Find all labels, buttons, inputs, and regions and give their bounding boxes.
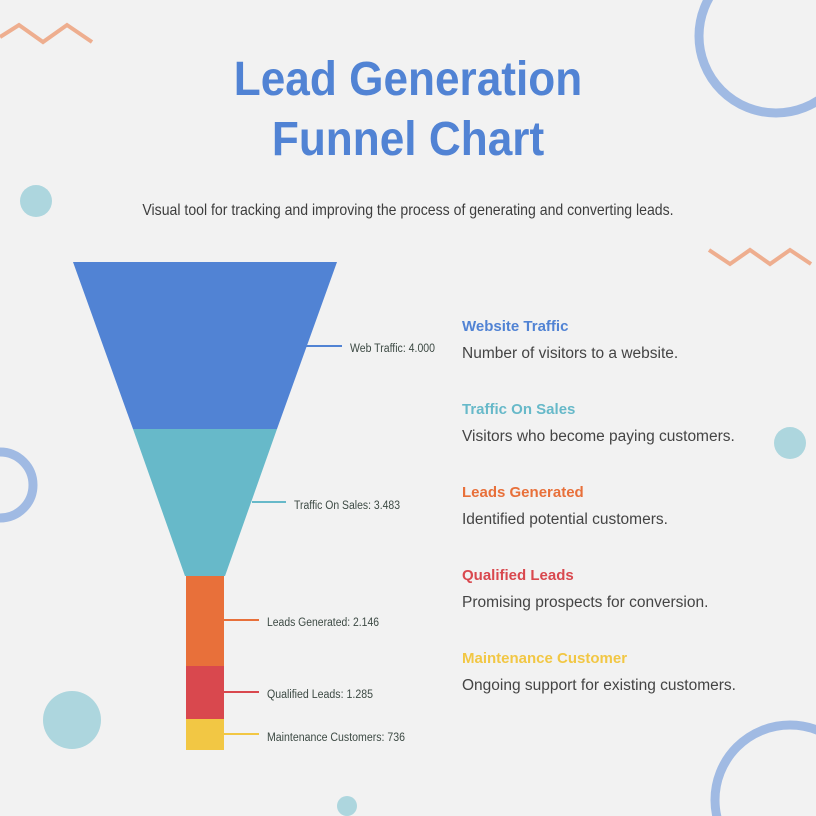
funnel-label-traffic-on-sales: Traffic On Sales: 3.483 [294, 500, 400, 512]
legend-title: Maintenance Customer [462, 650, 628, 667]
dot-bottom [337, 796, 357, 816]
dot-top-left [20, 185, 52, 217]
page-title: Lead Generation Funnel Chart [33, 50, 784, 170]
funnel-label-qualified-leads: Qualified Leads: 1.285 [267, 689, 373, 701]
legend-desc: Number of visitors to a website. [462, 345, 679, 362]
funnel-segment-maintenance-customers [186, 719, 224, 750]
legend-desc: Identified potential customers. [462, 511, 668, 528]
funnel-label-web-traffic: Web Traffic: 4.000 [350, 343, 435, 355]
funnel-segment-leads-generated [186, 576, 224, 666]
funnel-segment-qualified-leads [186, 666, 224, 719]
ring-left [0, 447, 38, 523]
legend-desc: Promising prospects for conversion. [462, 594, 709, 611]
dot-right [774, 427, 806, 459]
funnel-segment-web-traffic [73, 262, 337, 429]
legend-title: Traffic On Sales [462, 401, 576, 418]
funnel-label-maintenance: Maintenance Customers: 736 [267, 732, 405, 744]
title-line-1: Lead Generation [233, 53, 583, 106]
legend-title: Website Traffic [462, 318, 569, 335]
legend-desc: Ongoing support for existing customers. [462, 677, 736, 694]
funnel-segment-traffic-on-sales [133, 429, 277, 576]
legend-item-website-traffic: Website Traffic Number of visitors to a … [462, 318, 802, 401]
title-line-2: Funnel Chart [271, 113, 545, 166]
legend-title: Leads Generated [462, 484, 584, 501]
legend-item-leads-generated: Leads Generated Identified potential cus… [462, 484, 802, 567]
page-subtitle: Visual tool for tracking and improving t… [142, 202, 674, 219]
funnel-label-leads-generated: Leads Generated: 2.146 [267, 617, 379, 629]
legend-item-traffic-on-sales: Traffic On Sales Visitors who become pay… [462, 401, 802, 484]
zigzag-top-left [0, 22, 94, 45]
dot-bottom-left [43, 691, 101, 749]
legend-title: Qualified Leads [462, 567, 574, 584]
legend: Website Traffic Number of visitors to a … [462, 318, 802, 733]
legend-desc: Visitors who become paying customers. [462, 428, 735, 445]
ring-top-right [694, 0, 816, 118]
legend-item-maintenance-customer: Maintenance Customer Ongoing support for… [462, 650, 802, 733]
legend-item-qualified-leads: Qualified Leads Promising prospects for … [462, 567, 802, 650]
ring-bottom-right [710, 720, 816, 816]
zigzag-right [707, 247, 813, 267]
